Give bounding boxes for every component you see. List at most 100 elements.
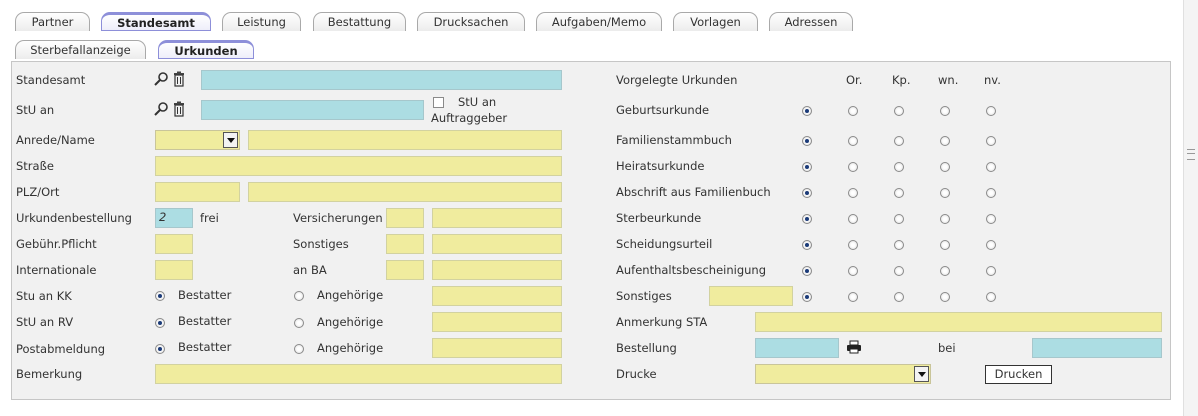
document-radio[interactable] (848, 136, 858, 146)
drucken-button[interactable]: Drucken (985, 365, 1052, 384)
document-radio[interactable] (802, 240, 812, 250)
stu-an-kk-angehoerige-radio[interactable] (294, 291, 304, 301)
stu-an-rv-angehoerige-radio[interactable] (294, 318, 304, 328)
document-radio[interactable] (940, 240, 950, 250)
postabmeldung-angehoerige-radio[interactable] (294, 344, 304, 354)
document-radio[interactable] (986, 162, 996, 172)
tab-sterbefallanzeige[interactable]: Sterbefallanzeige (15, 40, 146, 59)
document-radio[interactable] (894, 266, 904, 276)
postabmeldung-bestatter-radio[interactable] (155, 344, 165, 354)
gebuehr-pflicht-field[interactable] (155, 234, 193, 254)
document-radio[interactable] (802, 214, 812, 224)
printer-icon[interactable] (846, 339, 862, 355)
name-field[interactable] (248, 130, 562, 150)
an-ba-field[interactable] (432, 260, 562, 280)
bemerkung-field[interactable] (155, 364, 562, 384)
tab-adressen[interactable]: Adressen (769, 12, 853, 31)
document-radio[interactable] (940, 106, 950, 116)
tab-drucksachen[interactable]: Drucksachen (417, 12, 525, 31)
document-radio[interactable] (894, 136, 904, 146)
tab-bestattung[interactable]: Bestattung (313, 12, 406, 31)
document-radio[interactable] (986, 292, 996, 302)
document-radio[interactable] (986, 106, 996, 116)
magnifier-icon[interactable] (153, 101, 169, 117)
tab-leistung[interactable]: Leistung (222, 12, 301, 31)
bestellung-field[interactable] (755, 338, 839, 358)
chevron-down-icon[interactable] (223, 132, 238, 148)
document-radio[interactable] (940, 136, 950, 146)
frei-label: frei (200, 211, 219, 225)
bei-field[interactable] (1032, 338, 1162, 358)
document-radio[interactable] (894, 240, 904, 250)
document-radio[interactable] (940, 266, 950, 276)
tab-vorlagen[interactable]: Vorlagen (673, 12, 758, 31)
document-radio[interactable] (894, 188, 904, 198)
document-radio[interactable] (848, 292, 858, 302)
document-radio[interactable] (940, 162, 950, 172)
stu-an-rv-bestatter-radio[interactable] (155, 318, 165, 328)
standesamt-field[interactable] (201, 70, 562, 90)
angehoerige-label: Angehörige (317, 288, 384, 302)
document-radio[interactable] (940, 188, 950, 198)
document-radio[interactable] (802, 188, 812, 198)
ort-field[interactable] (248, 182, 562, 202)
document-radio[interactable] (802, 162, 812, 172)
strasse-field[interactable] (155, 156, 562, 176)
document-radio[interactable] (986, 188, 996, 198)
sonstiges-urkunde-field[interactable] (709, 286, 793, 306)
stu-an-field[interactable] (201, 100, 424, 120)
chevron-down-icon[interactable] (914, 366, 929, 382)
document-radio[interactable] (802, 136, 812, 146)
tab-standesamt[interactable]: Standesamt (101, 12, 211, 31)
tab-partner[interactable]: Partner (15, 12, 90, 31)
versicherungen-count-field[interactable] (386, 208, 424, 228)
sonstiges-field[interactable] (432, 234, 562, 254)
column-or-header: Or. (846, 73, 863, 87)
anrede-select[interactable] (155, 130, 240, 150)
document-radio[interactable] (986, 214, 996, 224)
document-radio[interactable] (986, 240, 996, 250)
document-radio[interactable] (894, 292, 904, 302)
trash-icon[interactable] (171, 71, 187, 87)
scroll-grip-icon[interactable] (1187, 149, 1195, 160)
drucke-select[interactable] (755, 364, 931, 384)
versicherungen-field[interactable] (432, 208, 562, 228)
document-radio[interactable] (802, 106, 812, 116)
document-radio[interactable] (940, 292, 950, 302)
urkundenbestellung-field[interactable]: 2 (155, 208, 193, 228)
document-radio[interactable] (802, 292, 812, 302)
document-radio[interactable] (894, 106, 904, 116)
plz-ort-label: PLZ/Ort (16, 185, 60, 199)
stu-an-kk-field[interactable] (432, 286, 562, 306)
stu-an-auftraggeber-label-1: StU an (458, 95, 497, 109)
anmerkung-sta-field[interactable] (755, 312, 1162, 332)
postabmeldung-field[interactable] (432, 338, 562, 358)
an-ba-count-field[interactable] (386, 260, 424, 280)
document-radio[interactable] (848, 266, 858, 276)
plz-field[interactable] (155, 182, 240, 202)
document-radio[interactable] (848, 106, 858, 116)
document-radio[interactable] (848, 214, 858, 224)
magnifier-icon[interactable] (153, 71, 169, 87)
document-radio[interactable] (894, 162, 904, 172)
tab-aufgaben-memo[interactable]: Aufgaben/Memo (536, 12, 662, 31)
document-radio[interactable] (848, 240, 858, 250)
document-radio[interactable] (848, 162, 858, 172)
stu-an-rv-field[interactable] (432, 312, 562, 332)
bei-label: bei (938, 341, 956, 355)
vertical-scrollbar[interactable] (1183, 0, 1198, 416)
tab-urkunden[interactable]: Urkunden (158, 40, 254, 59)
stu-an-auftraggeber-label-2: Auftraggeber (431, 111, 508, 125)
document-radio[interactable] (848, 188, 858, 198)
document-radio[interactable] (986, 136, 996, 146)
document-radio[interactable] (802, 266, 812, 276)
trash-icon[interactable] (171, 101, 187, 117)
stu-an-auftraggeber-checkbox[interactable] (433, 97, 444, 108)
document-radio[interactable] (894, 214, 904, 224)
document-label: Sterbeurkunde (616, 211, 702, 225)
sonstiges-count-field[interactable] (386, 234, 424, 254)
internationale-field[interactable] (155, 260, 193, 280)
document-radio[interactable] (940, 214, 950, 224)
stu-an-kk-bestatter-radio[interactable] (155, 291, 165, 301)
document-radio[interactable] (986, 266, 996, 276)
